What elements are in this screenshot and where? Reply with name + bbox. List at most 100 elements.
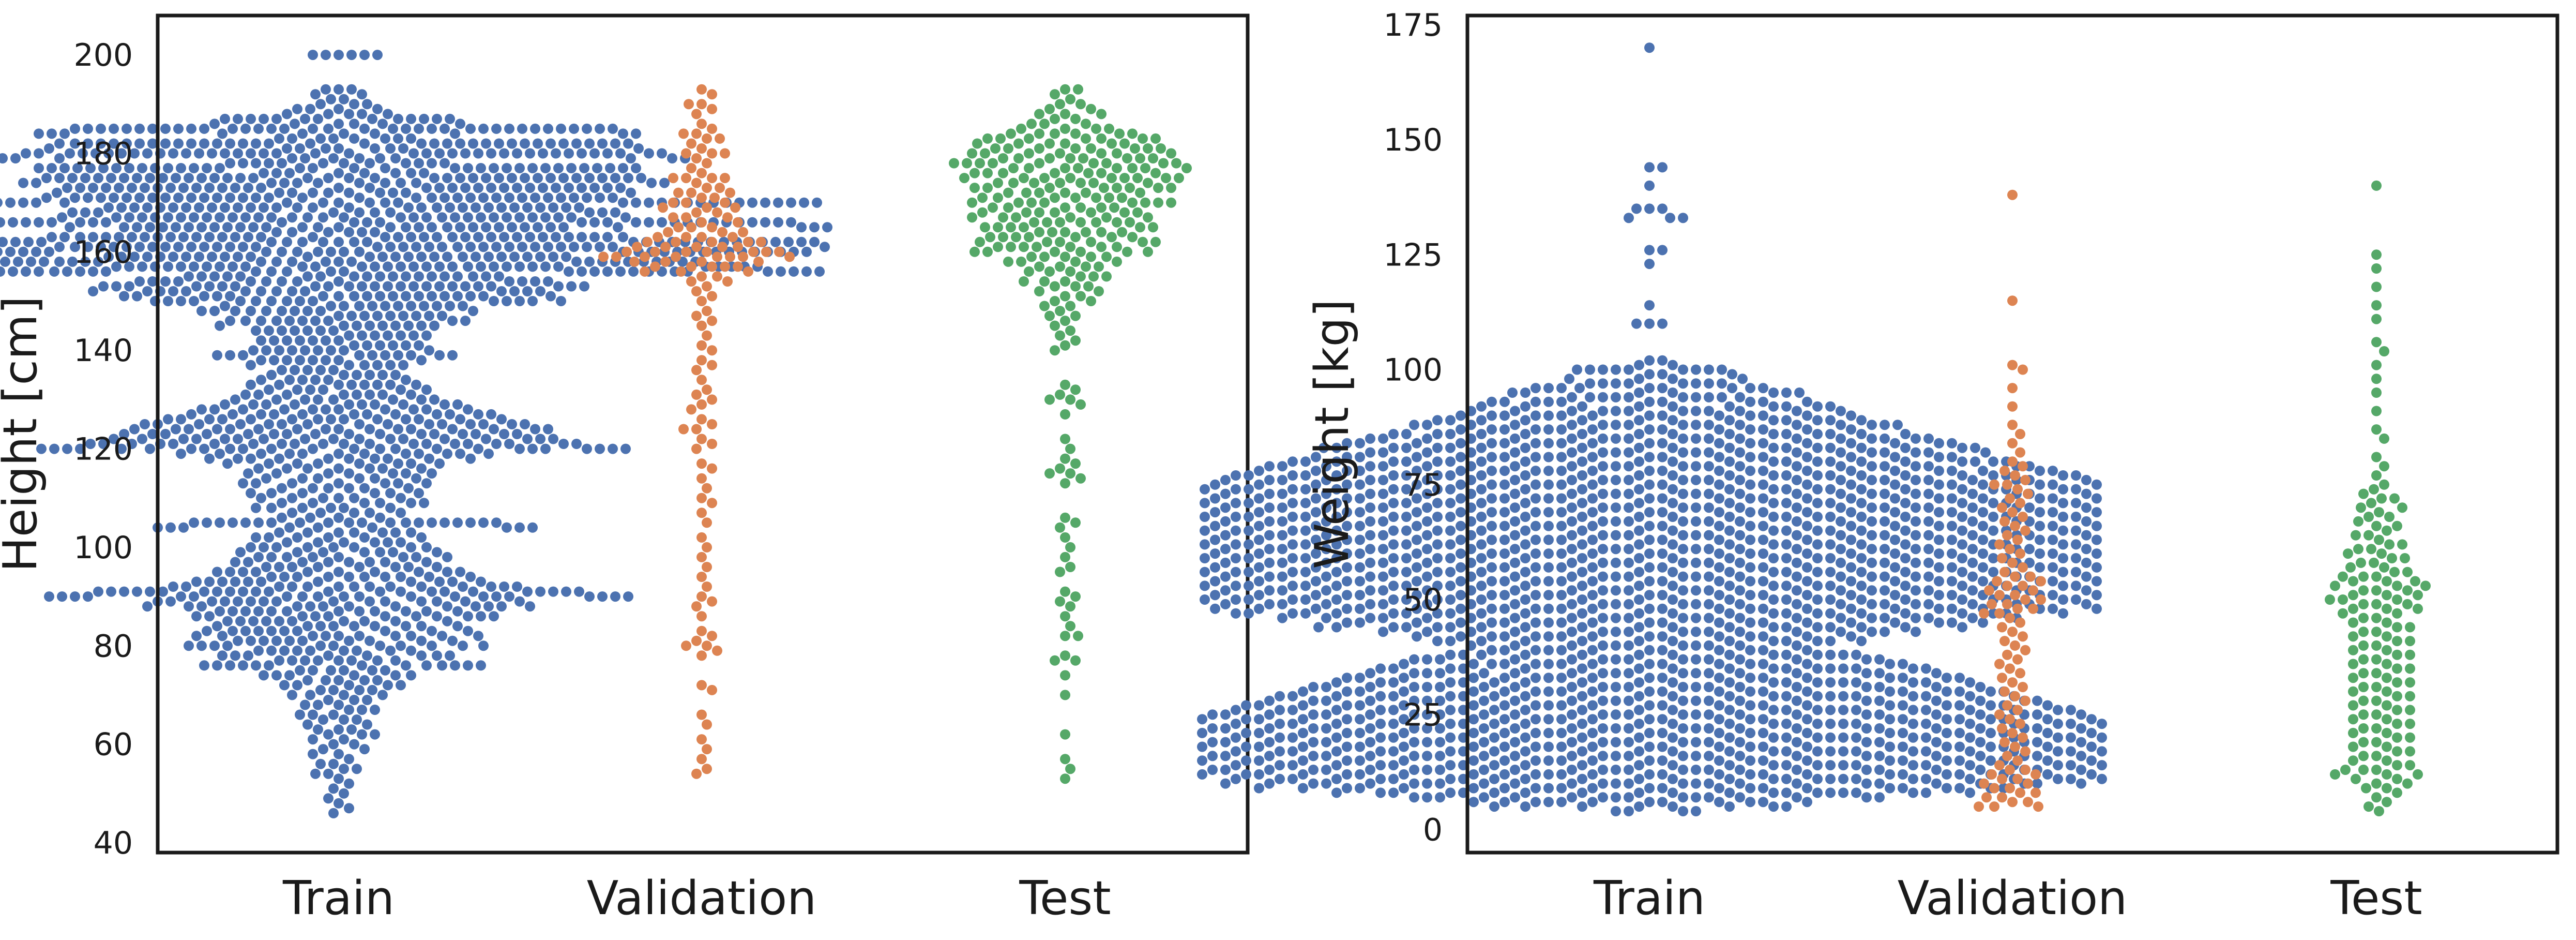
weight-point-train [1634, 360, 1644, 370]
height-point-test [1070, 335, 1081, 346]
height-point-train [240, 517, 251, 528]
weight-point-train [1375, 746, 1386, 757]
weight-point-train [1598, 447, 1608, 458]
weight-point-train [1724, 760, 1735, 771]
weight-point-train [1644, 259, 1655, 270]
height-point-train [328, 207, 339, 218]
weight-point-test [2358, 571, 2369, 582]
weight-point-train [1611, 668, 1621, 679]
height-point-train [419, 168, 429, 178]
height-point-train [380, 611, 390, 622]
height-point-train [246, 453, 256, 464]
height-point-train [367, 684, 377, 695]
height-point-train [176, 261, 186, 272]
height-point-train [321, 404, 331, 415]
height-point-train [357, 330, 367, 341]
height-point-train [644, 197, 654, 208]
weight-point-test [2413, 590, 2423, 601]
weight-point-train [1657, 383, 1668, 394]
height-point-train [481, 138, 491, 149]
height-point-train [370, 606, 380, 617]
weight-point-train [1965, 677, 1975, 688]
weight-point-train [1355, 520, 1365, 531]
weight-point-train [1745, 507, 1755, 518]
weight-point-test [2374, 507, 2384, 518]
height-point-validation [691, 365, 702, 376]
weight-point-validation [2007, 189, 2018, 200]
height-point-train [111, 261, 122, 272]
weight-point-train [1745, 686, 1755, 697]
height-point-train [344, 453, 354, 464]
weight-point-validation [2015, 787, 2025, 798]
weight-point-train [1768, 746, 1779, 757]
height-point-train [377, 320, 388, 331]
weight-point-train [1691, 364, 1701, 375]
height-point-train [527, 212, 538, 223]
weight-point-train [1468, 700, 1479, 711]
height-point-test [1088, 158, 1099, 169]
weight-point-train [1388, 663, 1399, 674]
height-point-train [339, 502, 349, 513]
weight-point-train [1531, 783, 1541, 794]
height-point-train [468, 586, 478, 597]
weight-point-train [1735, 392, 1745, 402]
weight-point-train [1401, 456, 1412, 467]
weight-point-train [1432, 525, 1443, 536]
weight-point-train [1745, 617, 1755, 628]
weight-point-test [2348, 576, 2358, 587]
height-point-train [473, 281, 483, 292]
weight-point-train [1321, 695, 1331, 706]
height-point-train [773, 217, 783, 228]
weight-point-train [1388, 719, 1399, 729]
height-point-train [277, 158, 287, 169]
weight-point-train [1479, 765, 1489, 775]
height-point-train [486, 183, 496, 193]
weight-point-train [1378, 530, 1388, 541]
weight-point-train [1468, 659, 1479, 669]
height-point-train [419, 301, 429, 311]
height-point-train [602, 148, 613, 159]
height-point-train [442, 251, 452, 262]
height-point-train [499, 581, 509, 592]
height-point-train [191, 576, 202, 587]
height-point-train [279, 177, 290, 188]
weight-point-train [1704, 626, 1714, 637]
height-point-test [1032, 242, 1042, 252]
weight-point-train [1510, 792, 1520, 803]
weight-point-train [1644, 438, 1655, 449]
weight-point-train [1456, 479, 1466, 490]
weight-point-train [1691, 406, 1701, 416]
height-point-train [284, 449, 295, 459]
weight-point-train [1476, 649, 1487, 660]
weight-point-test [2392, 746, 2402, 757]
height-point-train [445, 301, 455, 311]
height-point-train [202, 261, 212, 272]
height-point-train [328, 325, 339, 336]
height-point-test [1135, 222, 1145, 233]
height-point-train [602, 183, 613, 193]
weight-point-train [1942, 727, 1952, 738]
height-point-train [608, 123, 618, 134]
weight-point-test [2366, 544, 2376, 555]
weight-point-train [1611, 420, 1621, 430]
height-point-train [75, 217, 85, 228]
weight-point-train [1954, 783, 1965, 794]
weight-point-train [1934, 534, 1944, 545]
weight-point-train [1412, 452, 1422, 462]
weight-point-train [1531, 769, 1541, 780]
weight-point-train [1287, 470, 1298, 481]
height-point-train [566, 281, 577, 292]
height-x-tick-train: Train [282, 871, 395, 926]
weight-point-train [1264, 488, 1275, 499]
weight-point-test [2382, 590, 2392, 601]
weight-point-train [1342, 590, 1352, 601]
height-point-train [357, 109, 367, 120]
weight-point-train [1825, 429, 1836, 439]
weight-point-train [2058, 566, 2068, 577]
weight-point-train [1880, 585, 1890, 596]
weight-point-train [1768, 498, 1779, 509]
height-point-train [357, 227, 367, 237]
height-point-train [623, 591, 633, 602]
weight-point-train [1781, 429, 1792, 439]
weight-point-train [1657, 673, 1668, 683]
